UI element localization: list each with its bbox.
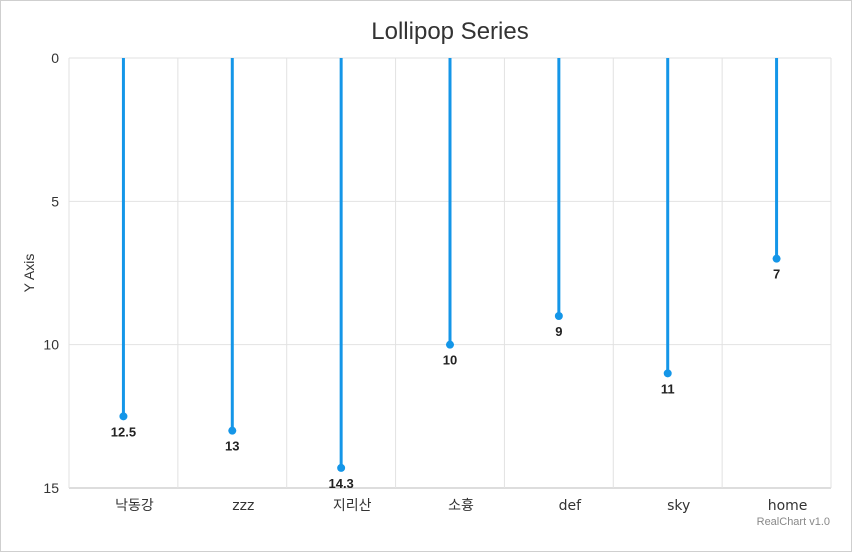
lollipop-dot[interactable] — [337, 463, 346, 472]
y-tick-label: 10 — [43, 337, 59, 353]
lollipop-dots — [119, 254, 781, 472]
lollipop-dot[interactable] — [772, 254, 781, 263]
x-category-labels: 낙동강 zzz 지리산 소흉 def sky home — [115, 498, 807, 514]
lollipop-dot[interactable] — [228, 426, 237, 435]
y-tick-label: 15 — [43, 480, 59, 496]
x-category-label: home — [768, 498, 808, 514]
x-category-label: 소흉 — [448, 498, 474, 514]
data-label: 13 — [225, 439, 239, 454]
lollipop-dot[interactable] — [663, 369, 672, 378]
data-labels: 12.5 13 14.3 10 9 11 7 — [111, 267, 780, 491]
data-label: 12.5 — [111, 424, 136, 439]
x-category-label: def — [559, 498, 583, 514]
data-label: 10 — [443, 353, 457, 368]
y-tick-labels: 0 5 10 15 — [43, 50, 59, 496]
lollipop-stems — [121, 58, 779, 468]
data-label: 11 — [661, 381, 675, 396]
credit-label: RealChart v1.0 — [756, 516, 830, 528]
data-label: 9 — [555, 324, 562, 339]
y-axis-label: Y Axis — [21, 254, 37, 293]
chart-title: Lollipop Series — [371, 18, 529, 45]
y-tick-label: 5 — [51, 193, 59, 209]
lollipop-dot[interactable] — [119, 412, 128, 421]
data-label: 14.3 — [328, 476, 353, 491]
x-category-label: 낙동강 — [115, 498, 154, 514]
x-category-label: zzz — [232, 498, 254, 514]
lollipop-dot[interactable] — [446, 340, 454, 349]
x-category-label: 지리산 — [333, 498, 372, 514]
y-tick-label: 0 — [51, 50, 59, 66]
x-category-label: sky — [667, 498, 690, 514]
data-label: 7 — [773, 267, 780, 282]
lollipop-dot[interactable] — [554, 312, 563, 320]
